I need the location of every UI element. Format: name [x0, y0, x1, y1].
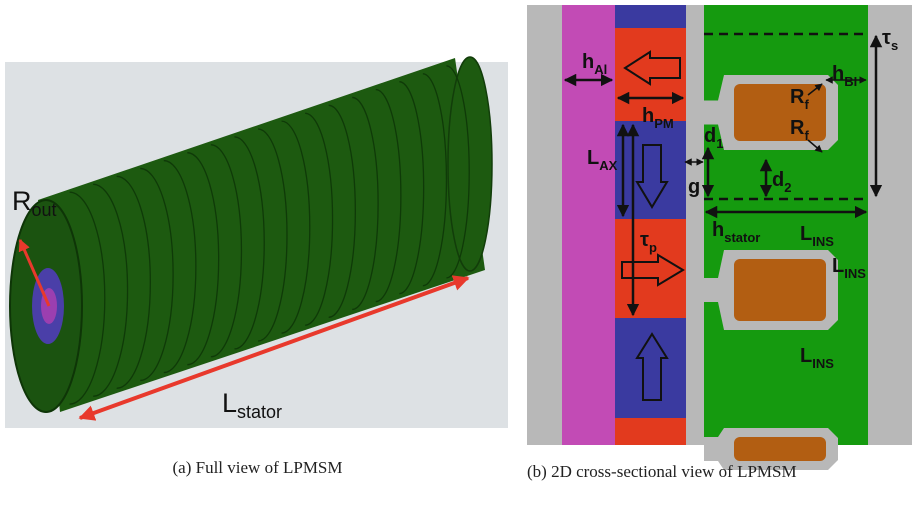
- label-main: h: [832, 63, 844, 85]
- panel-a-image: [5, 57, 508, 428]
- label-sub: 1: [716, 136, 723, 151]
- label-sub: AX: [599, 158, 617, 173]
- label-main: d: [772, 169, 784, 191]
- label-main: R: [790, 86, 805, 108]
- slot-copper: [734, 259, 826, 321]
- label-main: g: [688, 176, 700, 198]
- label-sub: INS: [844, 266, 866, 281]
- label-sub: 2: [784, 180, 791, 195]
- label-main: L: [832, 255, 844, 277]
- label-sub: f: [804, 97, 809, 112]
- label-sub: INS: [812, 234, 834, 249]
- label-main: d: [704, 125, 716, 147]
- page: RoutLstatorhAlhPMLAXτpgd1d2hstatorLINSLI…: [0, 0, 917, 514]
- label-sub: stator: [237, 402, 282, 422]
- label-sub: p: [649, 240, 657, 255]
- caption-a: (a) Full view of LPMSM: [5, 458, 510, 478]
- label-sub: INS: [812, 356, 834, 371]
- label-sub: BI: [844, 74, 857, 89]
- label-sub: Al: [594, 62, 607, 77]
- caption-b: (b) 2D cross-sectional view of LPMSM: [527, 458, 912, 485]
- label-sub: stator: [724, 230, 760, 245]
- label-sub: PM: [654, 116, 674, 131]
- label-sub: f: [804, 128, 809, 143]
- label-main: R: [12, 186, 32, 216]
- label-main: h: [642, 105, 654, 127]
- label-main: R: [790, 117, 805, 139]
- label-main: τ: [882, 27, 891, 49]
- label: g: [688, 176, 700, 198]
- label-sub: out: [32, 200, 57, 220]
- label-main: L: [587, 147, 599, 169]
- label-main: L: [222, 388, 237, 418]
- figure: RoutLstatorhAlhPMLAXτpgd1d2hstatorLINSLI…: [0, 0, 917, 514]
- label-main: L: [800, 345, 812, 367]
- label-sub: s: [891, 38, 898, 53]
- label-main: h: [712, 219, 724, 241]
- label-main: h: [582, 51, 594, 73]
- label-main: L: [800, 223, 812, 245]
- label-main: τ: [640, 229, 649, 251]
